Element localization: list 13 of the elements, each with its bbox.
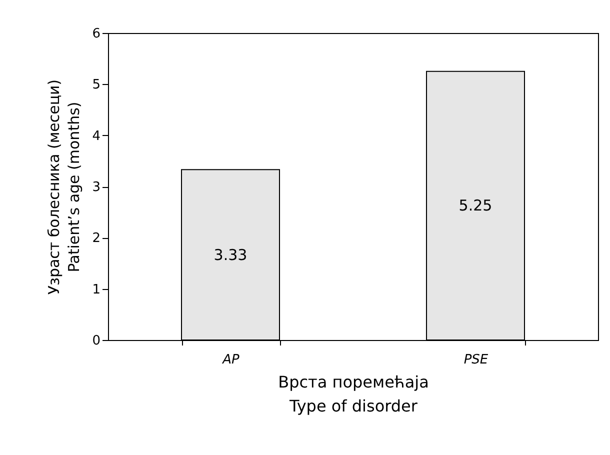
y-tick-label: 3 xyxy=(92,180,100,195)
y-tick-label: 2 xyxy=(92,231,100,246)
data-label: 5.25 xyxy=(458,196,492,215)
y-tick-label: 5 xyxy=(92,78,100,93)
y-axis-title: Узраст болесника (месеци) Patient’s age (months) xyxy=(45,79,84,295)
y-tick-label: 1 xyxy=(92,282,100,298)
y-tick-label: 4 xyxy=(92,128,100,144)
y-tick-label: 6 xyxy=(92,26,100,42)
x-tick-label: PSE xyxy=(464,352,489,368)
data-label: 3.33 xyxy=(214,246,248,264)
y-tick-label: 0 xyxy=(92,334,100,348)
x-tick-label: AP xyxy=(222,352,240,368)
x-axis-title: Врста поремећаја Type of disorder xyxy=(278,372,429,416)
